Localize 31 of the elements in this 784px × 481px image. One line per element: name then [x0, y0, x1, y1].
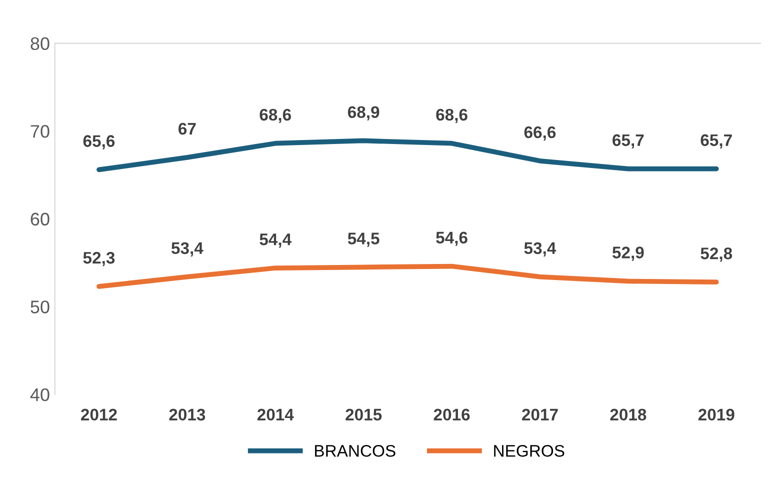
x-tick-label: 2018 — [610, 408, 646, 421]
data-label: 54,4 — [260, 234, 292, 248]
data-label: 53,4 — [524, 242, 556, 256]
y-tick-label: 60 — [30, 212, 50, 226]
legend-label: BRANCOS — [315, 444, 396, 457]
data-label: 54,5 — [348, 232, 380, 247]
data-label: 67 — [178, 122, 196, 135]
data-label: 68,9 — [348, 106, 380, 120]
data-label: 65,7 — [612, 134, 644, 148]
x-tick-label: 2014 — [257, 408, 294, 421]
y-tick-label: 50 — [30, 300, 50, 314]
data-label: 68,6 — [436, 108, 468, 124]
x-tick-label: 2012 — [81, 408, 117, 421]
y-tick-label: 70 — [30, 125, 50, 138]
data-label: 52,9 — [612, 246, 644, 261]
data-label: 53,4 — [171, 242, 204, 256]
data-label: 54,6 — [436, 232, 468, 246]
legend-label: NEGROS — [494, 444, 564, 457]
data-label: 65,7 — [700, 134, 732, 148]
x-tick-label: 2016 — [434, 408, 470, 421]
x-tick-label: 2013 — [169, 408, 206, 421]
data-label: 52,3 — [83, 252, 115, 266]
data-label: 66,6 — [524, 126, 556, 141]
data-label: 68,6 — [260, 108, 291, 124]
x-tick-label: 2019 — [698, 408, 734, 421]
x-tick-label: 2017 — [522, 408, 558, 421]
x-tick-label: 2015 — [346, 408, 382, 421]
y-tick-label: 80 — [30, 37, 50, 50]
data-label: 52,8 — [700, 248, 732, 262]
data-label: 65,6 — [83, 135, 115, 150]
y-tick-label: 40 — [30, 388, 50, 402]
